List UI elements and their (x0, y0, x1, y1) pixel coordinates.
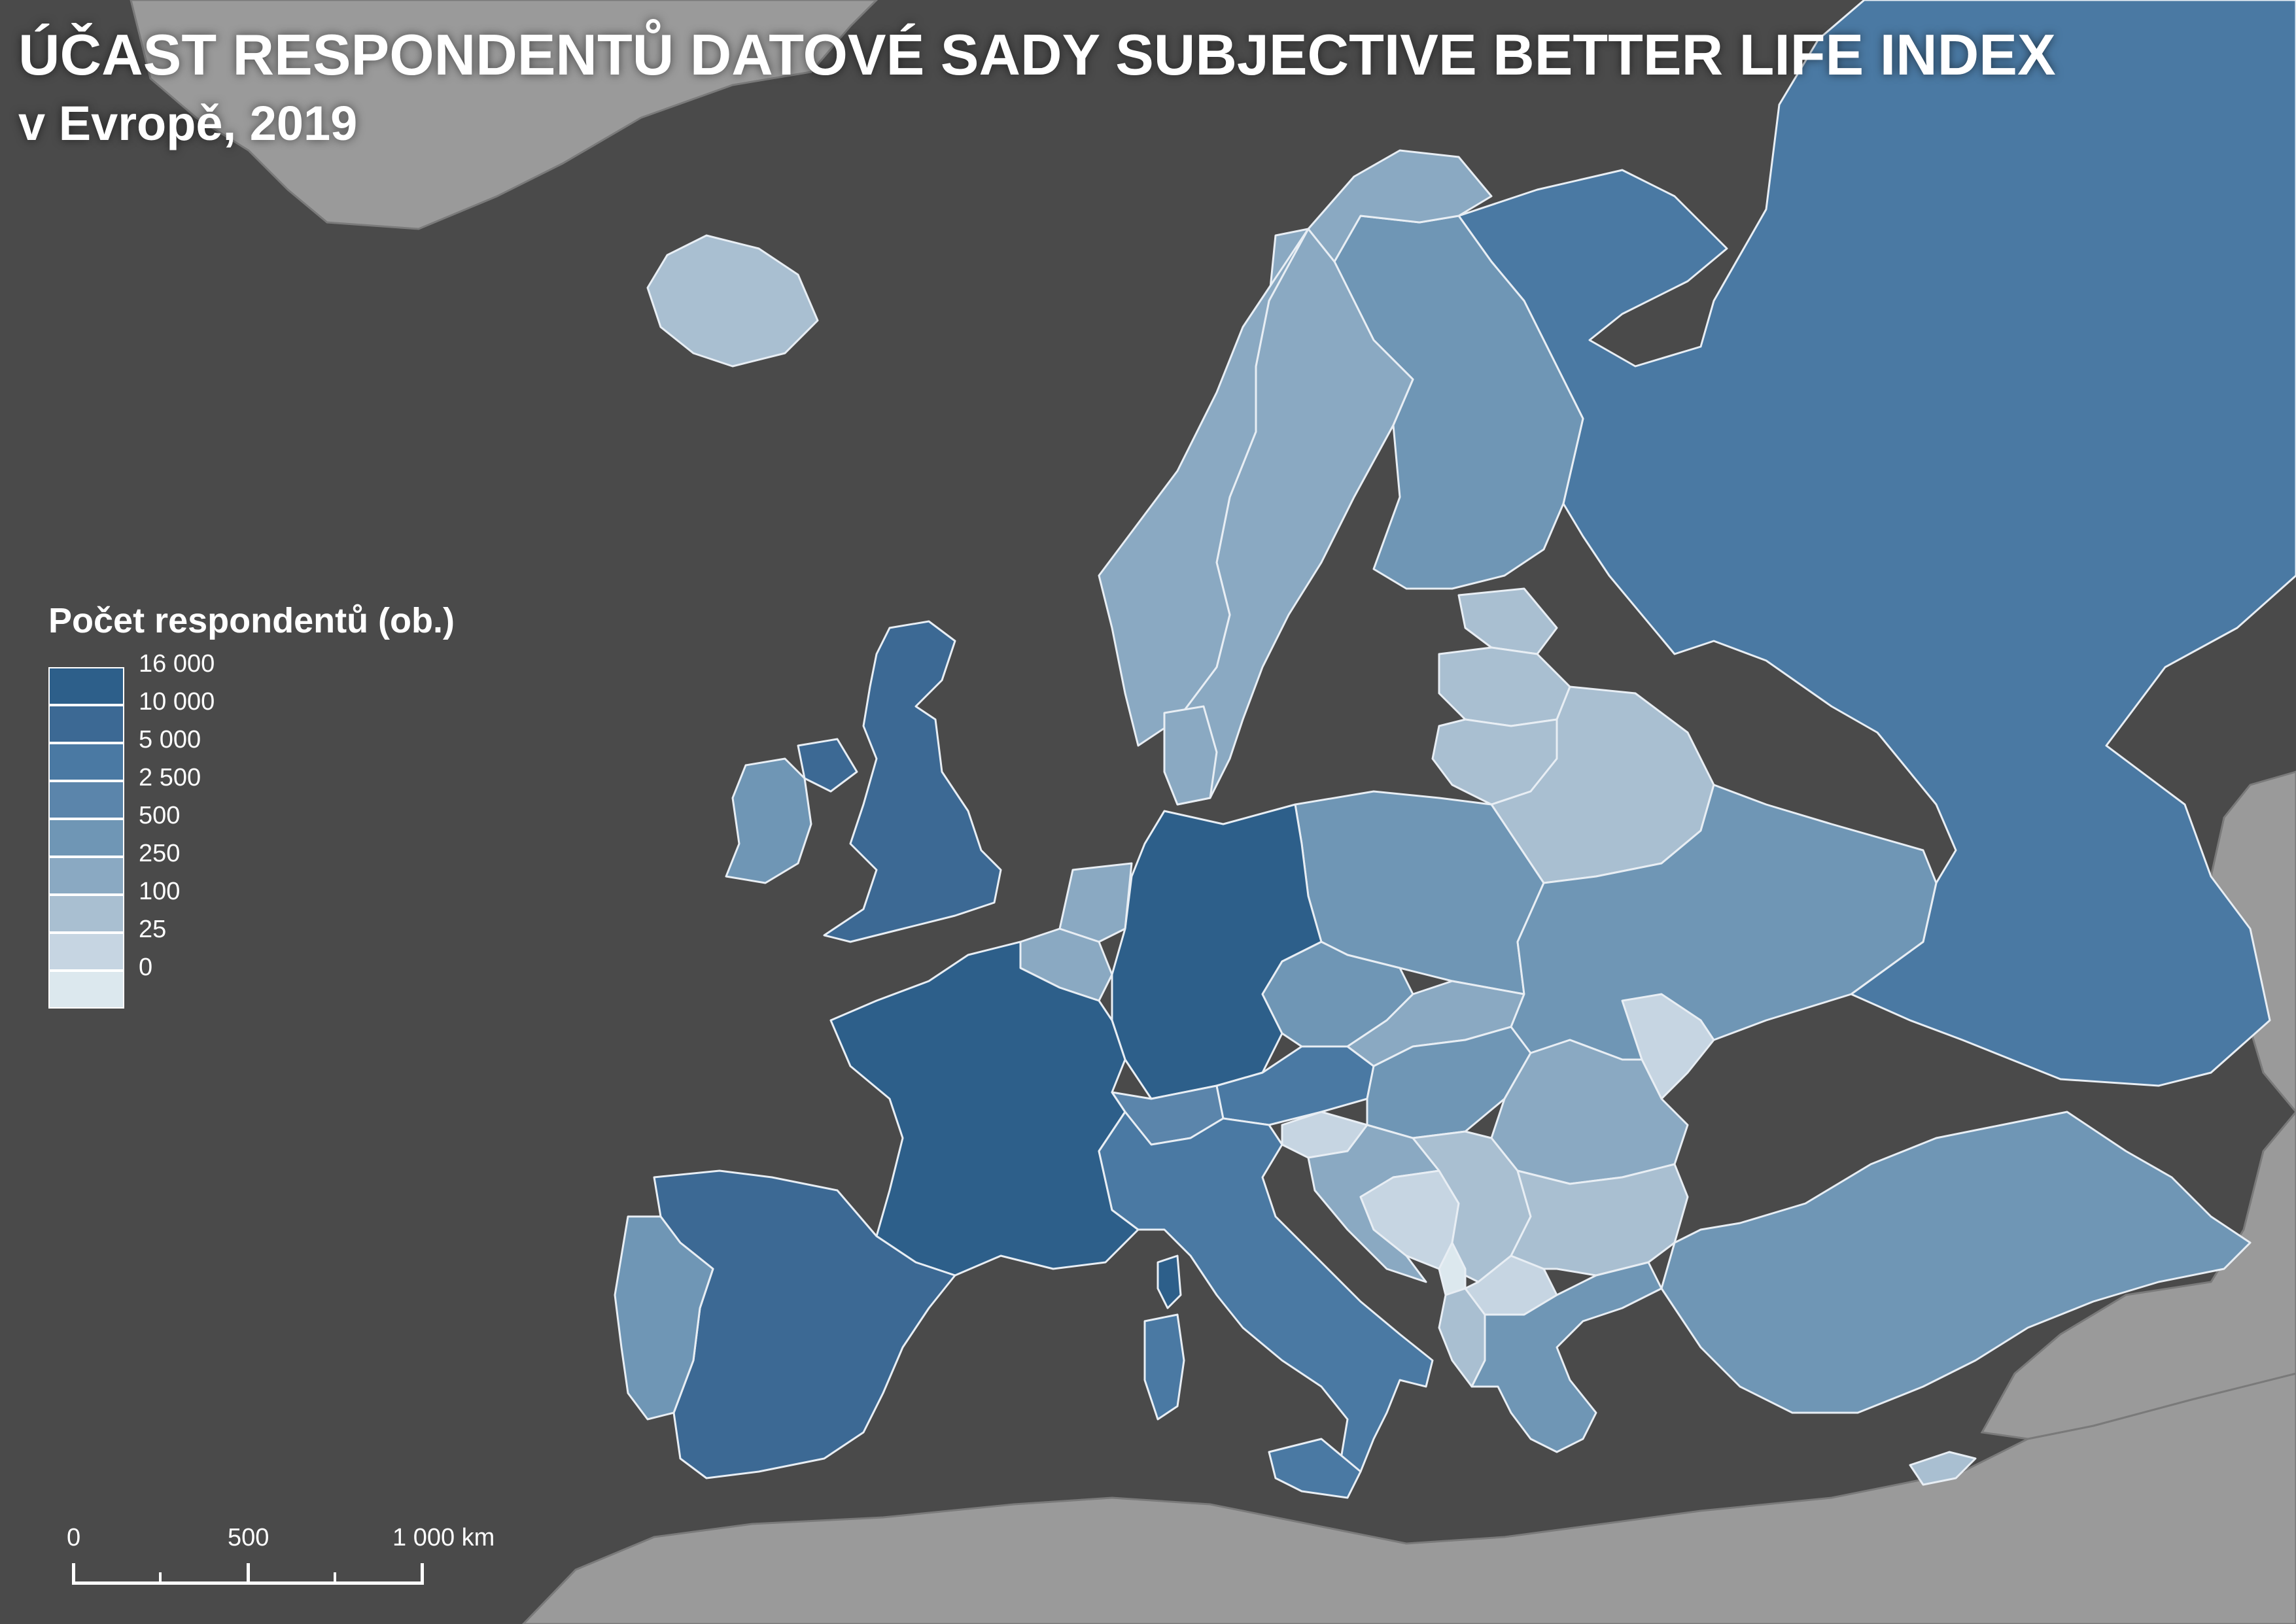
legend-swatch (48, 743, 124, 781)
scale-tick (72, 1563, 75, 1585)
legend-swatch (48, 781, 124, 819)
legend-swatch (48, 895, 124, 933)
map-title: ÚČAST RESPONDENTŮ DATOVÉ SADY SUBJECTIVE… (18, 22, 2056, 87)
scale-tick (334, 1572, 336, 1585)
greenland-land (130, 0, 878, 230)
region-sardinia (1143, 1313, 1185, 1421)
legend-item: 500 (48, 802, 455, 857)
region-norway (1098, 149, 1493, 747)
region-sicily (1268, 1438, 1362, 1499)
region-ireland (725, 757, 812, 884)
legend: Počet respondentů (ob.) 16 000 10 000 5 … (48, 600, 455, 1009)
legend-swatch (48, 857, 124, 895)
legend-swatch (48, 705, 124, 743)
region-united-kingdom (797, 620, 1002, 943)
legend-item: 100 (48, 878, 455, 933)
legend-item: 0 (48, 954, 455, 1009)
scale-label-500: 500 (228, 1524, 270, 1551)
scale-tick (247, 1563, 250, 1585)
region-iceland (646, 234, 819, 368)
legend-swatch (48, 667, 124, 705)
legend-swatch (48, 819, 124, 857)
legend-label: 5 000 (139, 726, 201, 753)
legend-label: 0 (139, 954, 153, 981)
legend-item: 2 500 (48, 764, 455, 819)
legend-label: 250 (139, 840, 181, 867)
scale-bar: 0 500 1 000 km (67, 1524, 495, 1596)
legend-label: 100 (139, 878, 181, 905)
legend-item: 10 000 (48, 688, 455, 743)
legend-label: 25 (139, 916, 167, 943)
legend-title: Počet respondentů (ob.) (48, 601, 455, 640)
legend-label: 2 500 (139, 764, 201, 791)
region-italy (1098, 1111, 1434, 1473)
scale-tick (159, 1572, 162, 1585)
region-portugal (614, 1215, 714, 1421)
region-cyprus (1909, 1451, 1977, 1486)
legend-label: 500 (139, 802, 181, 829)
scale-label-1000: 1 000 km (392, 1524, 495, 1551)
legend-label: 10 000 (139, 688, 215, 716)
region-denmark (1163, 705, 1218, 806)
scale-label-0: 0 (67, 1524, 81, 1551)
region-montenegro (1438, 1241, 1467, 1296)
region-greece (1470, 1261, 1663, 1453)
legend-swatch (48, 971, 124, 1009)
map-subtitle: v Evropě, 2019 (18, 96, 358, 150)
scale-tick (421, 1563, 424, 1585)
legend-swatch (48, 933, 124, 971)
legend-items: 16 000 10 000 5 000 2 500 500 250 100 25… (48, 650, 455, 1009)
legend-item: 250 (48, 840, 455, 895)
legend-item: 5 000 (48, 726, 455, 781)
region-netherlands (1058, 862, 1133, 943)
region-corsica (1157, 1254, 1182, 1309)
legend-item: 25 (48, 916, 455, 971)
region-russia (1457, 0, 2296, 1087)
legend-item: 16 000 (48, 650, 455, 705)
middle-east-land (1980, 1110, 2296, 1440)
region-turkey (1660, 1111, 2252, 1414)
legend-label: 16 000 (139, 650, 215, 678)
